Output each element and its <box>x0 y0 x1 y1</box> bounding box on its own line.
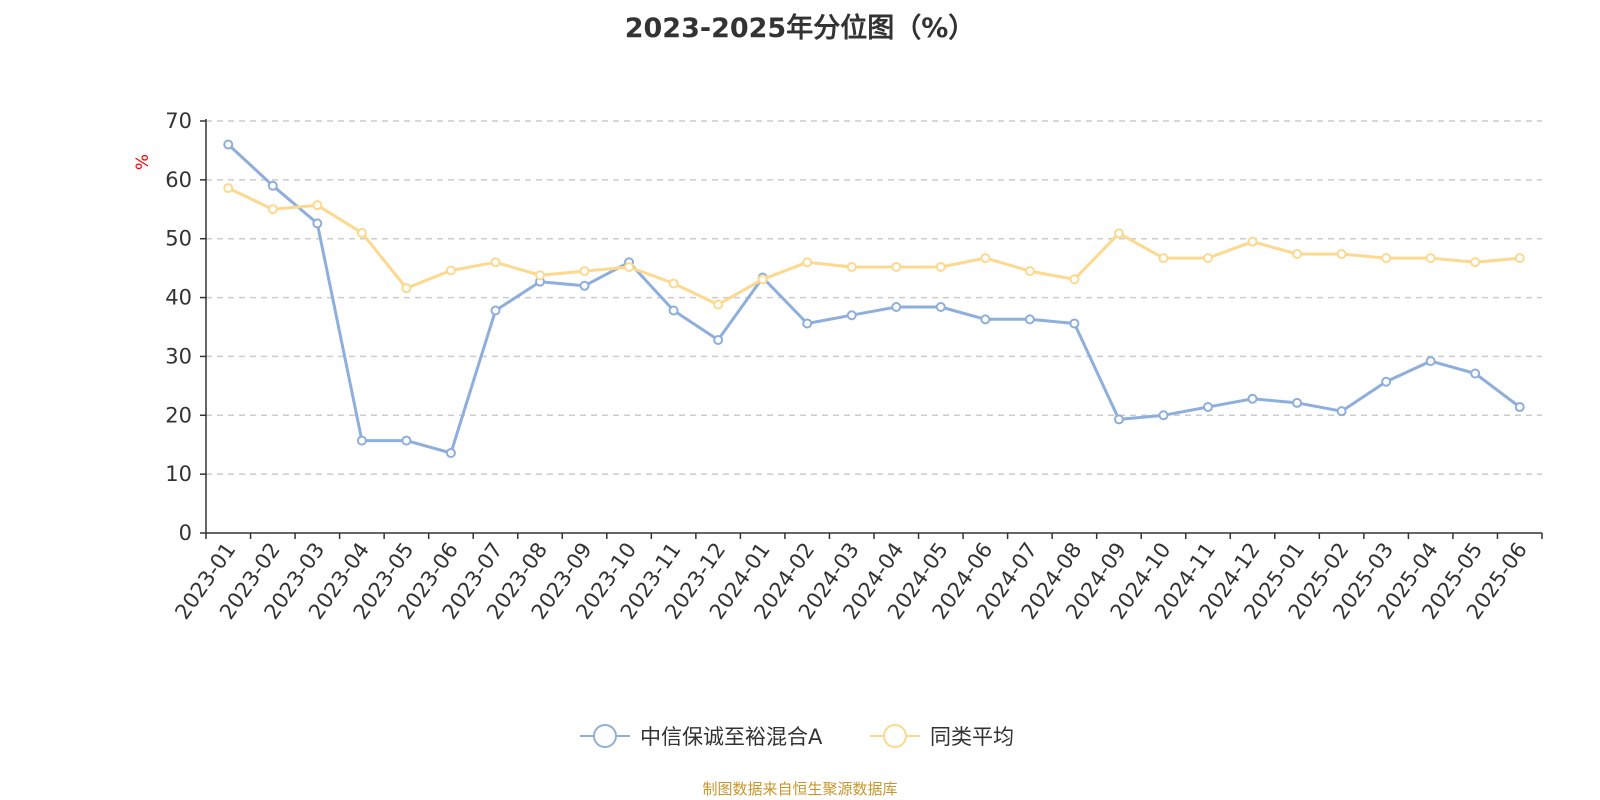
data-source-note: 制图数据来自恒生聚源数据库 <box>702 780 898 798</box>
data-point <box>1514 402 1525 413</box>
data-point <box>1113 228 1124 239</box>
legend-marker <box>883 724 907 748</box>
chart-title: 2023-2025年分位图（%） <box>624 13 976 44</box>
data-point <box>802 257 813 268</box>
data-point <box>445 447 456 458</box>
data-point <box>980 314 991 325</box>
data-point <box>490 305 501 316</box>
data-point <box>935 261 946 272</box>
legend-item-1: 中信保诚至裕混合A <box>580 724 823 749</box>
data-point <box>1425 253 1436 264</box>
data-point <box>223 183 234 194</box>
data-point <box>1292 249 1303 260</box>
data-point <box>1069 318 1080 329</box>
legend-label: 同类平均 <box>930 725 1014 749</box>
y-tick-label: 60 <box>165 168 192 192</box>
y-tick-label: 10 <box>165 462 192 486</box>
data-point <box>356 227 367 238</box>
data-point <box>401 435 412 446</box>
data-point <box>1336 406 1347 417</box>
data-point <box>1247 236 1258 247</box>
series-1 <box>223 139 1525 458</box>
data-point <box>757 274 768 285</box>
data-point <box>1292 397 1303 408</box>
data-point <box>1514 253 1525 264</box>
y-tick-label: 70 <box>165 109 192 133</box>
data-point <box>1425 356 1436 367</box>
series-2 <box>223 183 1525 310</box>
data-point <box>713 299 724 310</box>
data-point <box>1470 368 1481 379</box>
data-point <box>1203 253 1213 264</box>
y-tick-label: 0 <box>179 521 192 545</box>
data-point <box>668 278 679 289</box>
legend: 中信保诚至裕混合A 同类平均 <box>580 724 1014 749</box>
y-axis-label: % <box>133 154 153 170</box>
data-point <box>1381 253 1392 264</box>
data-point <box>223 139 234 150</box>
data-point <box>535 270 545 281</box>
data-point <box>401 283 412 294</box>
data-point <box>267 204 278 215</box>
data-point <box>846 310 857 321</box>
data-point <box>579 280 590 291</box>
legend-label: 中信保诚至裕混合A <box>640 725 823 749</box>
data-point <box>891 301 902 312</box>
series-lines <box>223 139 1525 458</box>
data-point <box>1113 414 1124 425</box>
data-point <box>267 180 278 191</box>
data-point <box>846 261 857 272</box>
data-point <box>445 265 456 276</box>
data-point <box>624 261 635 272</box>
data-point <box>579 266 590 277</box>
data-point <box>668 305 679 316</box>
data-point <box>935 301 946 312</box>
data-point <box>1470 257 1481 268</box>
data-point <box>1024 314 1035 325</box>
grid-lines <box>206 120 1542 475</box>
data-point <box>1336 249 1347 260</box>
legend-marker <box>593 724 617 748</box>
data-point <box>802 318 813 329</box>
y-tick-label: 50 <box>165 227 192 251</box>
data-point <box>980 253 991 264</box>
data-point <box>891 261 902 272</box>
data-point <box>1158 410 1169 421</box>
y-tick-label: 30 <box>165 344 192 368</box>
series-line <box>227 143 1521 455</box>
y-tick-label: 20 <box>165 403 192 427</box>
data-point <box>490 257 501 268</box>
data-point <box>1203 402 1213 413</box>
data-point <box>312 218 323 229</box>
axes: 010203040506070%2023-012023-022023-03202… <box>133 109 1543 624</box>
legend-item-2: 同类平均 <box>870 724 1014 749</box>
data-point <box>356 435 367 446</box>
data-point <box>312 200 323 211</box>
data-point <box>1158 253 1169 264</box>
y-tick-label: 40 <box>165 286 192 310</box>
data-point <box>1247 393 1258 404</box>
data-point <box>1069 274 1080 285</box>
series-line <box>227 186 1520 307</box>
data-point <box>1381 376 1392 387</box>
data-point <box>713 334 724 345</box>
data-point <box>1024 266 1035 277</box>
